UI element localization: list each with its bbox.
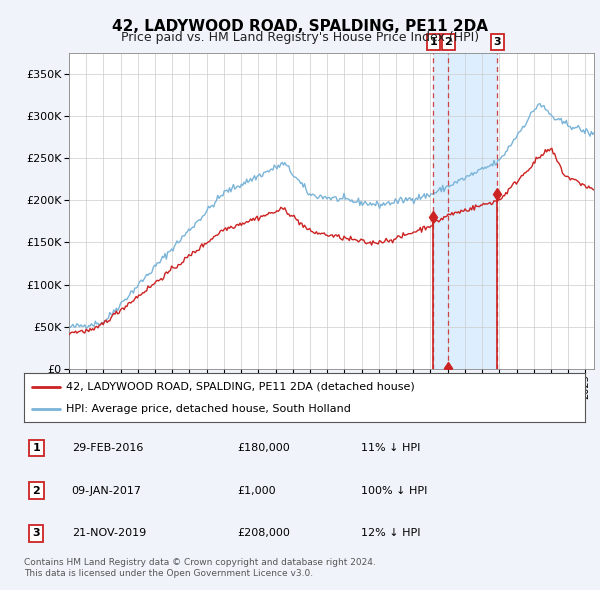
Text: 11% ↓ HPI: 11% ↓ HPI xyxy=(361,443,420,453)
Text: £208,000: £208,000 xyxy=(237,528,290,538)
Text: 29-FEB-2016: 29-FEB-2016 xyxy=(71,443,143,453)
Text: 2: 2 xyxy=(445,37,452,47)
Text: 42, LADYWOOD ROAD, SPALDING, PE11 2DA: 42, LADYWOOD ROAD, SPALDING, PE11 2DA xyxy=(112,19,488,34)
Text: 09-JAN-2017: 09-JAN-2017 xyxy=(71,486,142,496)
Text: Price paid vs. HM Land Registry's House Price Index (HPI): Price paid vs. HM Land Registry's House … xyxy=(121,31,479,44)
Text: 12% ↓ HPI: 12% ↓ HPI xyxy=(361,528,420,538)
Bar xyxy=(433,53,497,369)
Text: £180,000: £180,000 xyxy=(237,443,290,453)
Text: 42, LADYWOOD ROAD, SPALDING, PE11 2DA (detached house): 42, LADYWOOD ROAD, SPALDING, PE11 2DA (d… xyxy=(66,382,415,392)
Text: 1: 1 xyxy=(430,37,437,47)
Text: 1: 1 xyxy=(32,443,40,453)
Text: £1,000: £1,000 xyxy=(237,486,276,496)
Text: 3: 3 xyxy=(32,528,40,538)
Text: 3: 3 xyxy=(494,37,501,47)
Text: 100% ↓ HPI: 100% ↓ HPI xyxy=(361,486,427,496)
Text: HPI: Average price, detached house, South Holland: HPI: Average price, detached house, Sout… xyxy=(66,404,351,414)
Text: 2: 2 xyxy=(32,486,40,496)
Text: Contains HM Land Registry data © Crown copyright and database right 2024.
This d: Contains HM Land Registry data © Crown c… xyxy=(24,558,376,578)
Text: 21-NOV-2019: 21-NOV-2019 xyxy=(71,528,146,538)
